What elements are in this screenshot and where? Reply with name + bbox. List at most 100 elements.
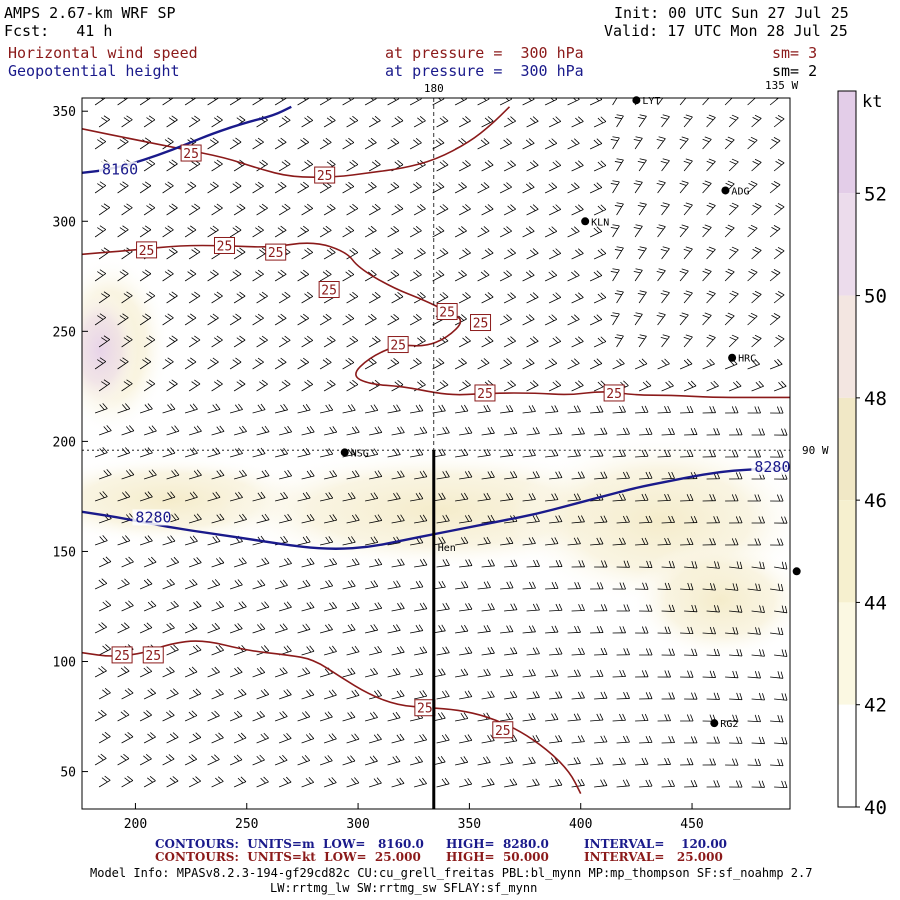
wind-barb: [139, 137, 152, 150]
wind-barb: [797, 248, 807, 259]
wind-barb: [481, 690, 495, 700]
model-info: Model Info: MPASv8.2.3-194-gf29cd82c CU:…: [90, 866, 813, 880]
wind-barb: [184, 710, 198, 722]
wind-speed-shading: [82, 255, 790, 660]
wind-barb: [387, 357, 400, 370]
wind-barb: [274, 491, 289, 502]
wind-barb: [612, 713, 626, 722]
wind-barb: [143, 159, 156, 172]
wind-barb: [660, 290, 670, 304]
wind-barb: [612, 757, 626, 766]
wind-barb: [725, 538, 739, 546]
wind-barb: [545, 625, 559, 634]
wind-barb: [684, 736, 698, 744]
wind-barb: [684, 515, 698, 524]
wind-barb: [297, 181, 310, 194]
wind-barb: [458, 336, 471, 348]
wind-barb: [319, 667, 333, 678]
svg-text:25: 25: [417, 702, 433, 717]
wind-barb: [117, 447, 131, 458]
x-tick-label: 450: [680, 817, 703, 832]
wind-barb: [252, 403, 266, 414]
wind-barb: [797, 292, 807, 303]
wind-barb: [639, 692, 653, 700]
wind-barb: [684, 692, 698, 700]
wind-barb: [323, 558, 338, 568]
wind-barb: [637, 246, 647, 260]
wind-barb: [188, 425, 202, 436]
wind-barb: [98, 600, 112, 612]
wind-barb: [616, 604, 630, 612]
svg-text:25: 25: [606, 387, 622, 402]
wind-barb: [526, 471, 540, 480]
wind-barb: [166, 159, 178, 172]
wind-barb: [549, 603, 563, 612]
wind-barb: [297, 225, 310, 238]
wind-barb: [635, 493, 649, 502]
wind-barb: [143, 775, 156, 788]
wind-barb: [278, 732, 292, 744]
wind-barb: [728, 334, 739, 348]
wind-barb: [229, 313, 242, 326]
wind-barb: [139, 313, 152, 326]
wind-barb: [459, 734, 473, 744]
wind-barb: [729, 516, 743, 524]
wind-barb: [117, 98, 129, 106]
wind-barb: [702, 538, 716, 546]
wind-barb: [548, 380, 562, 392]
wind-barb: [184, 357, 197, 370]
wind-barb: [526, 691, 540, 700]
wind-barb: [364, 225, 377, 238]
wind-barb: [793, 407, 806, 414]
wind-barb: [616, 471, 630, 480]
wind-barb: [503, 204, 516, 216]
wind-barb: [549, 735, 563, 744]
wind-barb: [436, 336, 449, 348]
svg-text:25: 25: [139, 244, 155, 259]
wind-barb: [797, 606, 810, 613]
wind-barb: [117, 225, 129, 238]
wind-barb: [481, 778, 495, 788]
wind-barb: [729, 736, 743, 744]
wind-barb: [522, 581, 536, 590]
wind-barb: [773, 335, 785, 348]
wind-barb: [274, 447, 289, 458]
wind-barb: [162, 403, 176, 414]
wind-barb: [184, 666, 198, 678]
wind-barb: [544, 98, 558, 106]
y-tick-label: 50: [60, 766, 76, 781]
wind-barb: [414, 514, 428, 524]
wind-barb: [252, 313, 264, 326]
wind-barb: [458, 116, 471, 128]
wind-barb: [346, 203, 359, 216]
wind-barb: [773, 380, 787, 392]
wind-barb: [184, 98, 197, 106]
wind-barb: [436, 160, 449, 172]
wind-barb: [229, 269, 242, 282]
wind-barb: [414, 602, 428, 612]
wind-barb: [747, 268, 758, 282]
wind-barb: [410, 580, 424, 590]
wind-barb: [724, 312, 735, 326]
wind-barb: [162, 225, 174, 238]
wind-barb: [458, 292, 471, 304]
wind-barb: [706, 692, 720, 700]
wind-barb: [706, 736, 720, 744]
wind-barb: [545, 669, 559, 678]
wind-barb: [774, 649, 788, 657]
wind-barb: [143, 425, 157, 436]
wind-barb: [121, 688, 134, 700]
field2-name: Geopotential height: [8, 62, 180, 80]
wind-barb: [414, 690, 428, 700]
wind-contour-label: 25: [470, 314, 492, 332]
wind-contour-label: 25: [265, 243, 287, 261]
wind-barb: [747, 627, 761, 635]
wind-barb: [616, 779, 630, 788]
wind-barb: [94, 578, 108, 590]
y-tick-label: 200: [53, 435, 76, 450]
wind-barb: [432, 358, 445, 370]
wind-barb: [166, 776, 179, 788]
wind-barb: [680, 582, 694, 591]
footer-high-m: HIGH= 8280.0: [446, 837, 549, 851]
wind-barb: [459, 514, 473, 524]
